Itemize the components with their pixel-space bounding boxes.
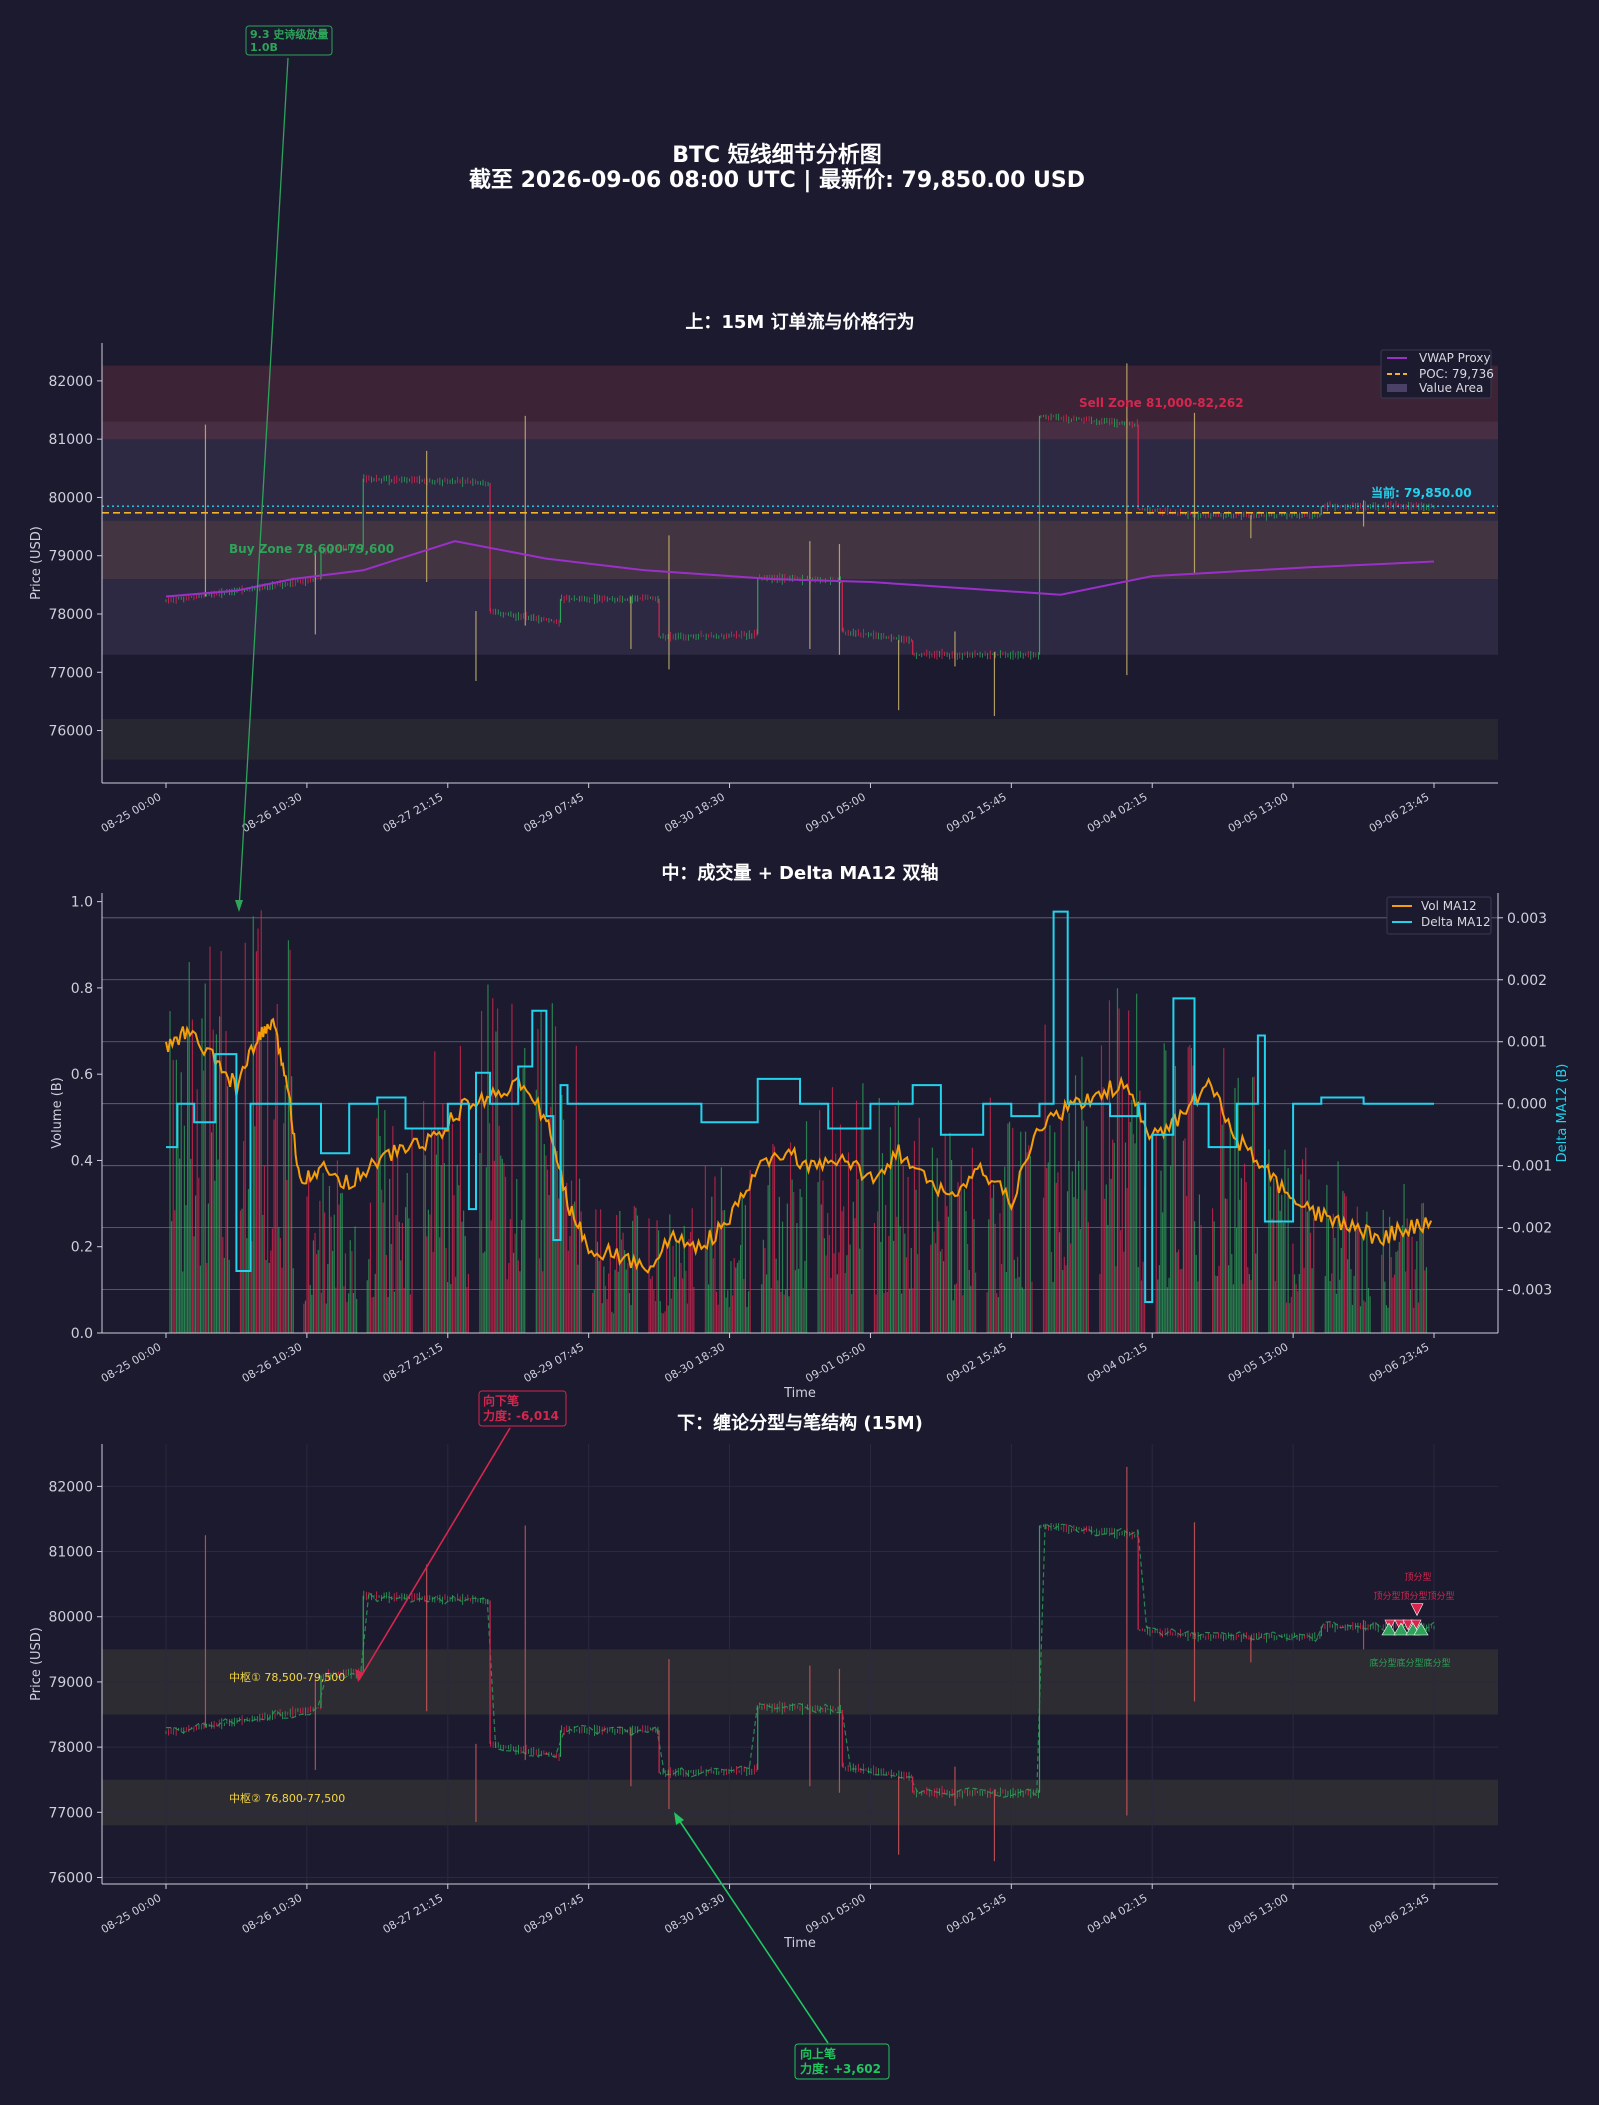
y-tick-label: 77000 [48,665,93,681]
y-tick-label: 0.2 [71,1240,93,1256]
y-tick-label: 79000 [48,1675,93,1691]
top-fractal-marker [1402,1619,1414,1631]
y-tick-label: 0.4 [71,1153,93,1169]
fractal-markers: 顶分型 顶分型顶分型顶分型 底分型底分型底分型 [1369,1572,1454,1669]
bottom-fractal-stack: 底分型底分型底分型 [1369,1657,1450,1669]
y-tick-label: 81000 [48,432,93,448]
y-tick-label: 0.000 [1507,1097,1547,1113]
top-fractal-label: 顶分型 [1404,1572,1431,1583]
legend-value-area-swatch [1387,384,1407,392]
delta-ma12-line [166,910,1434,1303]
sell-zone-band [102,365,1498,440]
mid-legend: Vol MA12 Delta MA12 [1386,896,1492,935]
down-stroke-annotation: 向下笔 力度: -6,014 [355,1390,567,1682]
y-tick-label: 82000 [48,374,93,390]
top-fractal-stack: 顶分型顶分型顶分型 [1373,1591,1454,1602]
y-tick-label: 0.001 [1507,1035,1547,1051]
zone2-label: 中枢② 76,800-77,500 [229,1791,345,1805]
y-tick-label: 0.003 [1507,911,1547,927]
y-tick-label: 76000 [48,1870,93,1886]
top-panel: 上：15M 订单流与价格行为 76000 77000 78000 79000 80000… [29,311,1498,835]
current-price-label: 当前: 79,850.00 [1371,485,1472,500]
value-area-band [102,421,1498,655]
y-tick-label: 1.0 [71,895,93,911]
vol-ma12-line [165,1017,1433,1274]
zhongshu-band-2 [102,1779,1498,1826]
bottom-fractal-marker [1381,1622,1397,1636]
y-tick-label: 0.002 [1507,973,1547,989]
y-tick-label: 0.0 [71,1326,93,1342]
lower-band [102,718,1498,760]
legend-value-area: Value Area [1419,381,1483,395]
y-tick-label: 76000 [48,724,93,740]
sell-zone-label: Sell Zone 81,000-82,262 [1079,396,1244,410]
y-tick-label: 79000 [48,549,93,565]
y-tick-label: 80000 [48,490,93,506]
y-tick-label: 80000 [48,1610,93,1626]
y-tick-label: -0.002 [1507,1221,1552,1237]
bottom-fractal-marker [1413,1622,1429,1636]
up-stroke-line2: 力度: +3,602 [800,2061,881,2076]
bottom-y-label: Price (USD) [29,1627,44,1701]
peak-annotation-line2: 1.0B [250,41,278,54]
legend-poc: POC: 79,736 [1419,367,1494,381]
vwap-line [165,540,1435,598]
mid-y-label-right: Delta MA12 (B) [1555,1064,1570,1163]
mid-x-label: Time [783,1386,816,1401]
mid-panel: 中：成交量 + Delta MA12 双轴 0.0 0.2 0.4 0.6 0.8 1.0… [50,862,1570,1401]
mid-y-label-left: Volume (B) [50,1077,65,1149]
y-tick-label: 0.8 [71,981,93,997]
legend-deltama: Delta MA12 [1421,915,1491,929]
figure-title-line2: 截至 2026-09-06 08:00 UTC | 最新价: 79,850.00… [469,167,1085,193]
bottom-panel: 下：缠论分型与笔结构 (15M) 76000 77000 78000 79000 800… [29,1412,1498,1951]
y-tick-label: 77000 [48,1805,93,1821]
peak-annotation-line1: 9.3 史诗级放量 [250,27,328,41]
y-tick-label: -0.001 [1507,1159,1552,1175]
up-stroke-annotation: 向上笔 力度: +3,602 [674,1812,890,2080]
legend-vwap: VWAP Proxy [1419,351,1491,365]
zone1-label: 中枢① 78,500-79,500 [229,1670,345,1684]
top-legend: VWAP Proxy POC: 79,736 Value Area [1380,349,1494,399]
y-tick-label: 82000 [48,1479,93,1495]
bottom-x-label: Time [783,1936,816,1951]
top-y-label: Price (USD) [29,526,44,600]
y-tick-label: 0.6 [71,1067,93,1083]
down-stroke-line2: 力度: -6,014 [483,1408,559,1423]
legend-volma: Vol MA12 [1421,899,1477,913]
top-panel-title: 上：15M 订单流与价格行为 [685,311,914,333]
mid-panel-title: 中：成交量 + Delta MA12 双轴 [661,862,938,884]
y-tick-label: 78000 [48,1740,93,1756]
y-tick-label: 81000 [48,1545,93,1561]
up-stroke-line1: 向上笔 [800,2046,836,2061]
down-stroke-line1: 向下笔 [483,1393,519,1408]
peak-annotation: 9.3 史诗级放量 1.0B [235,25,333,912]
bottom-panel-title: 下：缠论分型与笔结构 (15M) [677,1412,923,1434]
bi-stroke-line [165,1522,1435,1799]
y-tick-label: 78000 [48,607,93,623]
figure-title-line1: BTC 短线细节分析图 [672,142,882,168]
y-tick-label: -0.003 [1507,1283,1552,1299]
buy-zone-label: Buy Zone 78,600-79,600 [229,542,394,556]
top-fractal-marker [1410,1603,1424,1617]
bottom-fractal-marker [1393,1622,1409,1636]
